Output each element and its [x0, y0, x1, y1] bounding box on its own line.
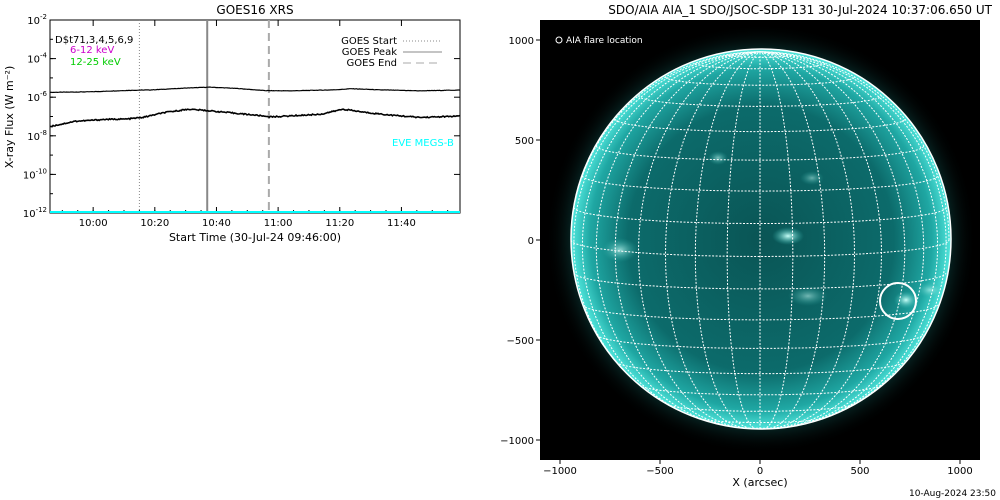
lc-xlabel: Start Time (30-Jul-24 09:46:00) — [169, 231, 341, 244]
grid-longitude-line — [581, 51, 761, 423]
lc-ylabel: X-ray Flux (W m⁻²) — [3, 66, 16, 168]
aia-ytick-label: 500 — [515, 136, 534, 147]
lc-xtick-label: 10:40 — [202, 218, 231, 229]
legend-goes-end-label: GOES End — [347, 58, 397, 69]
grid-latitude-line — [615, 361, 905, 375]
flare-location-circle — [879, 282, 917, 320]
active-region-center — [772, 227, 804, 245]
lc-xtick-label: 11:20 — [325, 218, 354, 229]
lc-ytick-label: 10-4 — [27, 52, 47, 66]
lc-ytick-label: 10-10 — [23, 167, 47, 181]
active-region-north — [708, 151, 728, 165]
lc-y-axis: 10-12 10-10 10-8 10-6 10-4 10-2 — [23, 13, 460, 220]
legend-series-6-12: 6-12 keV — [70, 45, 114, 56]
aia-xtick-label: −500 — [646, 466, 673, 477]
aia-ytick-label: 1000 — [509, 36, 534, 47]
grid-longitude-line — [759, 51, 883, 429]
lc-ytick-label: 10-2 — [27, 13, 47, 27]
legend-goes-peak-label: GOES Peak — [342, 47, 397, 58]
aia-xlabel: X (arcsec) — [732, 476, 787, 489]
aia-x-axis: −1000 −500 0 500 1000 — [543, 460, 973, 477]
aia-xtick-label: 0 — [757, 466, 763, 477]
grid-latitude-line — [595, 145, 925, 161]
grid-latitude-line — [571, 239, 950, 257]
aia-ytick-label: 0 — [528, 236, 534, 247]
aia-image — [546, 24, 976, 454]
disk-features — [602, 151, 944, 309]
active-region-flare — [894, 291, 918, 309]
lc-xtick-label: 10:20 — [140, 218, 169, 229]
aia-y-axis: −1000 −500 0 500 1000 — [500, 36, 540, 447]
grid-longitude-line — [759, 51, 794, 429]
grid-longitude-line — [726, 51, 761, 429]
grid-longitude-line — [759, 51, 950, 241]
heliographic-grid — [571, 51, 950, 429]
active-region-ne — [800, 171, 824, 185]
eve-megs-label: EVE MEGS-B — [392, 138, 454, 149]
legend-series-12-25: 12-25 keV — [70, 57, 121, 68]
active-region-east — [602, 238, 638, 262]
aia-xtick-label: 500 — [850, 466, 869, 477]
grid-longitude-line — [664, 51, 761, 429]
aia-ytick-label: −500 — [507, 336, 534, 347]
legend-goes-start-label: GOES Start — [341, 36, 397, 47]
aia-ytick-label: −1000 — [500, 436, 534, 447]
grid-latitude-line — [666, 404, 854, 412]
solar-disk — [571, 49, 951, 429]
grid-longitude-line — [759, 51, 939, 423]
legend-flare-label: AIA flare location — [566, 36, 643, 46]
grid-longitude-line — [759, 51, 925, 428]
active-region-se — [788, 286, 828, 306]
series-6-12kev-line — [50, 86, 460, 94]
grid-longitude-line — [759, 51, 906, 429]
lc-title: GOES16 XRS — [216, 3, 293, 17]
grid-longitude-line — [595, 51, 761, 428]
lc-info-text: D$t71,3,4,5,6,9 — [55, 35, 133, 46]
footer-date: 10-Aug-2024 23:50 — [909, 489, 996, 499]
active-region-west — [916, 282, 944, 298]
series-12-25kev-line — [50, 108, 460, 128]
solar-limb — [570, 48, 952, 430]
legend-flare-symbol — [555, 36, 563, 44]
lc-xtick-label: 11:00 — [264, 218, 293, 229]
aia-xtick-label: −1000 — [543, 466, 577, 477]
grid-latitude-line — [697, 417, 823, 424]
lc-ytick-label: 10-6 — [27, 90, 47, 104]
grid-longitude-line — [637, 51, 761, 429]
lc-x-axis: 10:00 10:20 10:40 11:00 11:20 11:40 — [61, 20, 449, 229]
lc-ytick-label: 10-8 — [27, 129, 47, 143]
grid-longitude-line — [759, 51, 856, 429]
grid-latitude-line — [573, 273, 947, 290]
lc-ytick-label: 10-12 — [23, 206, 47, 220]
lc-xtick-label: 11:40 — [387, 218, 416, 229]
lc-xtick-label: 10:00 — [79, 218, 108, 229]
grid-longitude-line — [759, 51, 947, 409]
aia-xtick-label: 1000 — [947, 466, 972, 477]
grid-longitude-line — [614, 51, 761, 429]
aia-title: SDO/AIA AIA_1 SDO/JSOC-SDP 131 30-Jul-20… — [608, 3, 992, 17]
